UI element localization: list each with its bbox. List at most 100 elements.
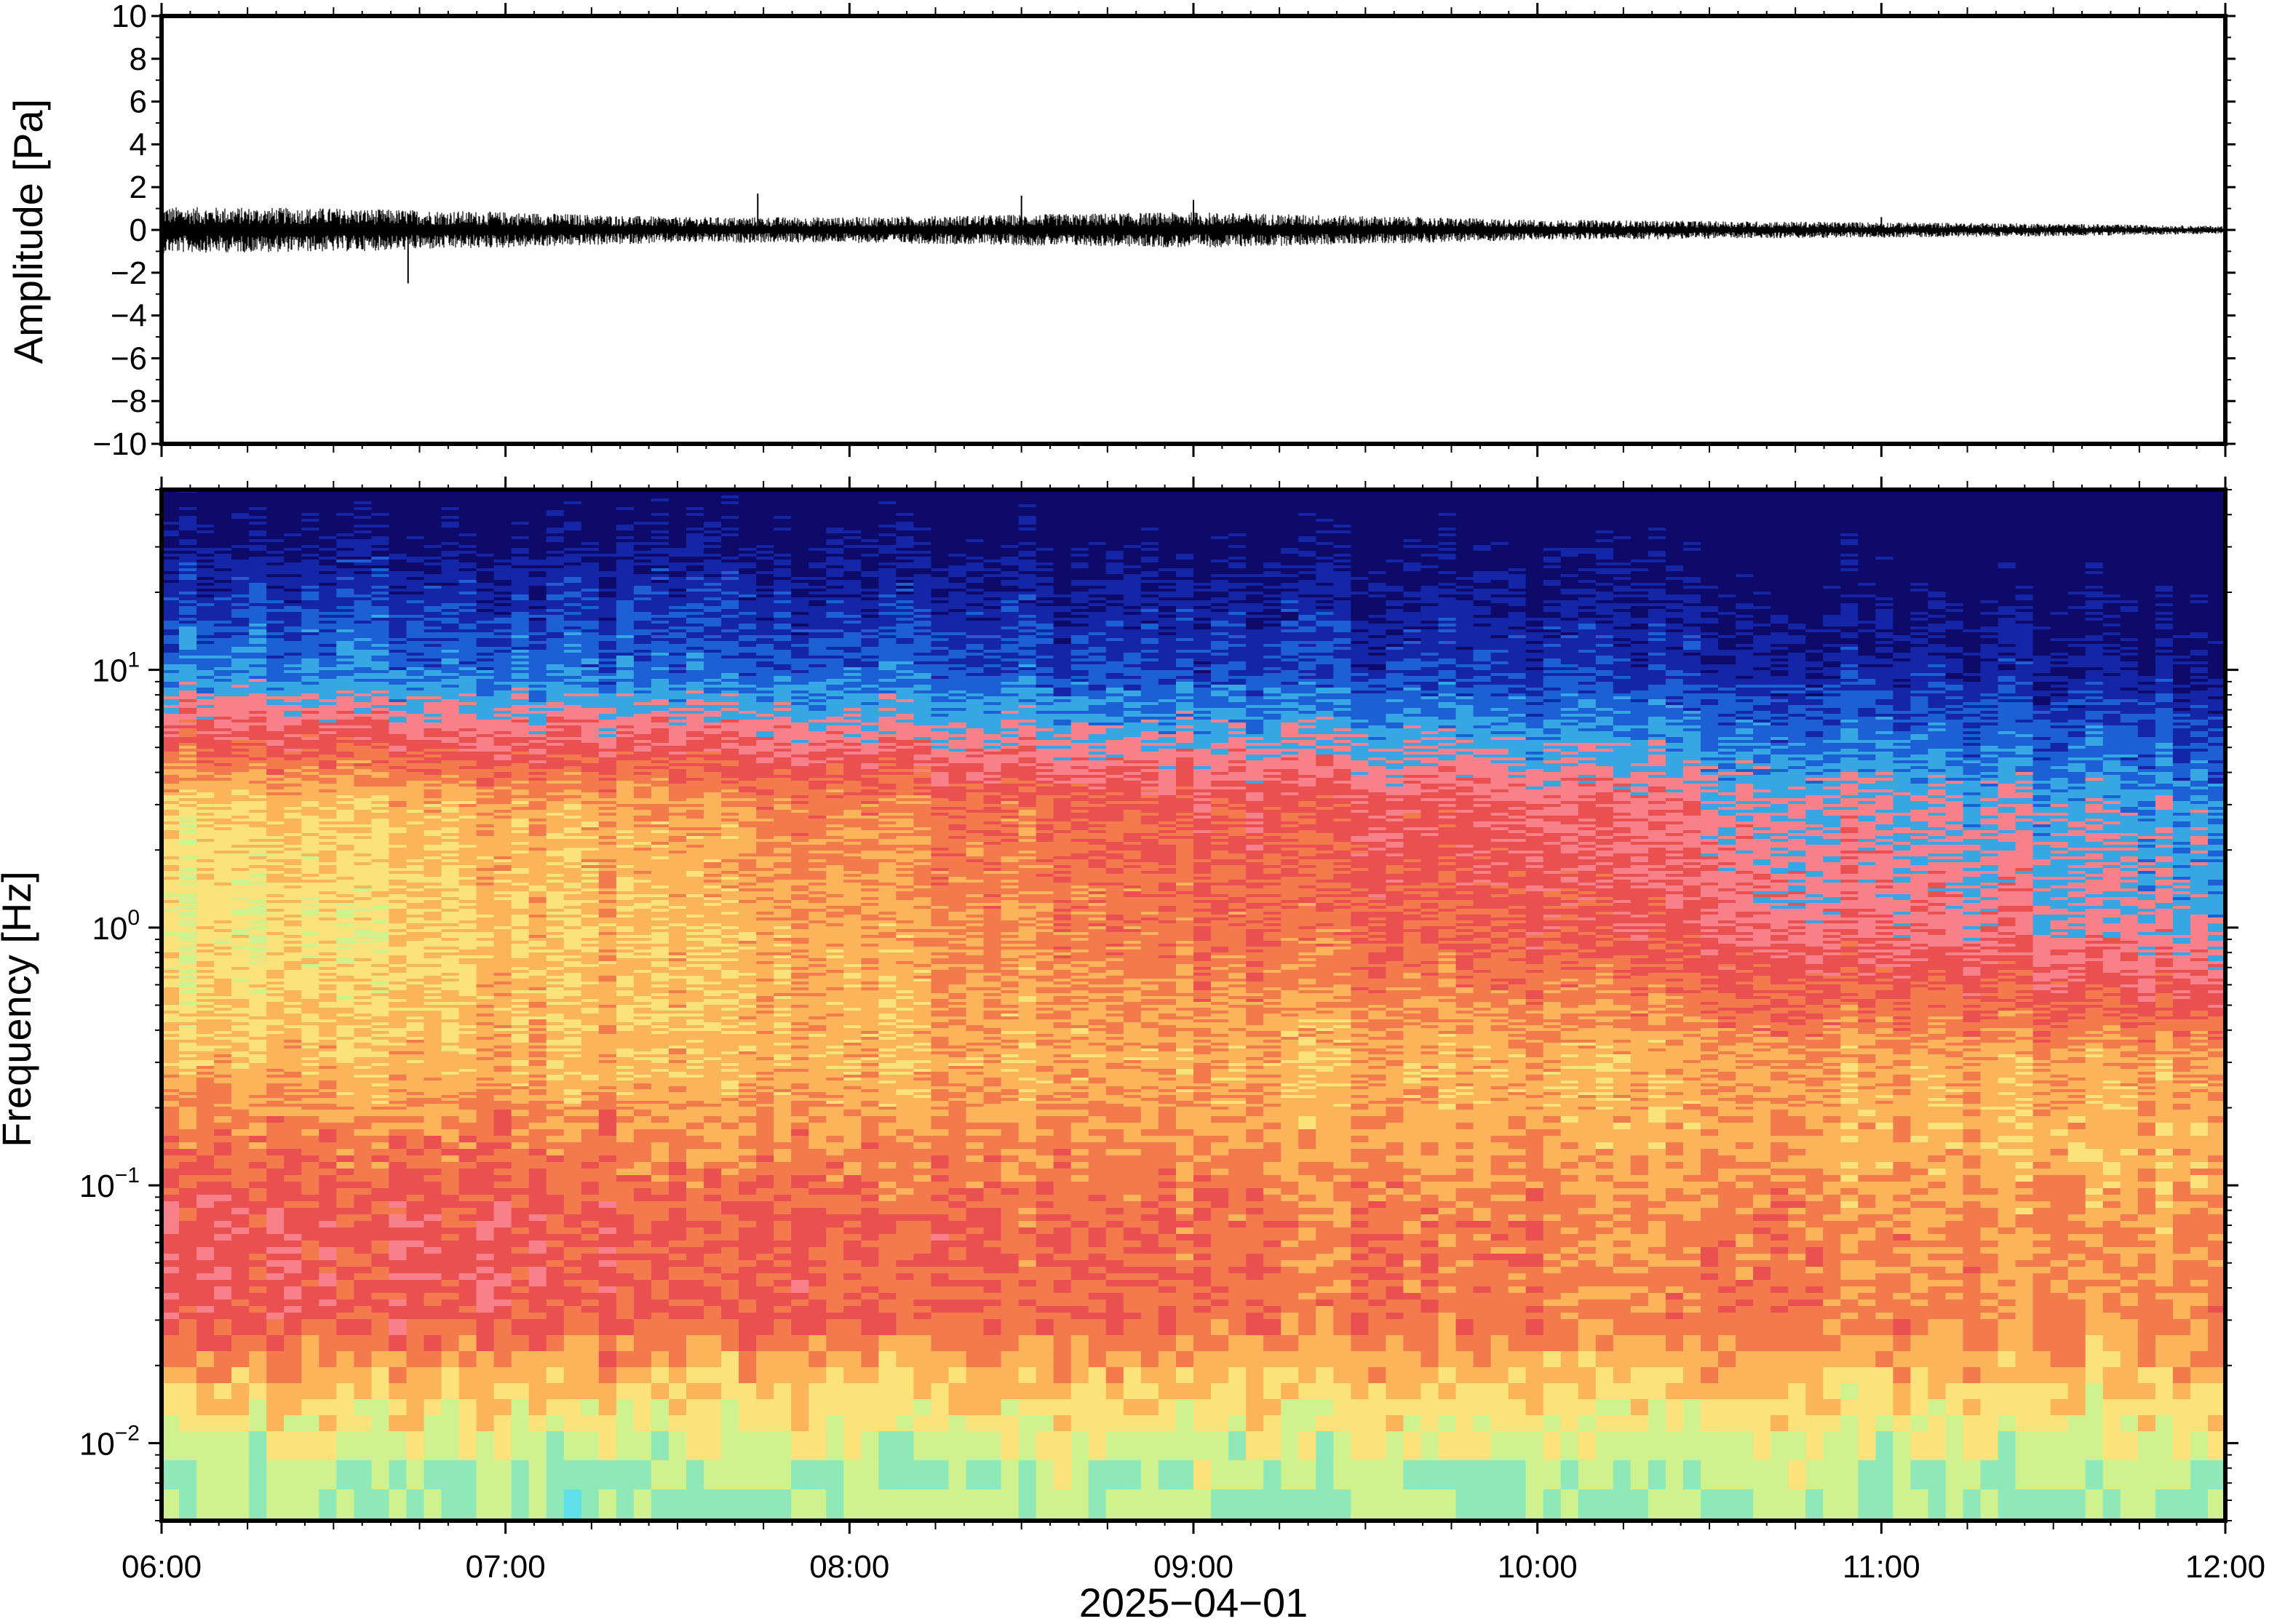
spectrogram-cell [424, 1415, 442, 1432]
spectrogram-cell [231, 1031, 250, 1035]
spectrogram-cell [389, 944, 407, 947]
spectrogram-cell [371, 638, 389, 642]
spectrogram-cell [231, 868, 250, 872]
spectrogram-cell [458, 1267, 477, 1274]
spectrogram-cell [231, 1025, 250, 1029]
spectrogram-cell [336, 577, 354, 581]
spectrogram-cell [231, 615, 250, 618]
spectrogram-cell [389, 955, 407, 959]
spectrogram-cell [301, 586, 319, 589]
spectrogram-cell [179, 615, 197, 618]
spectrogram-cell [371, 516, 389, 520]
spectrogram-cell [214, 830, 232, 834]
spectrogram-cell [406, 1254, 425, 1261]
spectrogram-cell [354, 827, 372, 831]
spectrogram-cell [231, 685, 250, 688]
spectrogram-cell [266, 987, 285, 991]
spectrogram-cell [336, 638, 354, 642]
spectrogram-cell [406, 912, 425, 915]
spectrogram-cell [354, 1031, 372, 1035]
spectrogram-cell [231, 891, 250, 895]
spectrogram-cell [301, 1162, 319, 1169]
spectrogram-cell [266, 501, 285, 505]
spectrogram-cell [196, 1273, 215, 1281]
spectrogram-cell [458, 1129, 477, 1137]
spectrogram-cell [476, 603, 495, 607]
spectrogram-cell [458, 976, 477, 979]
spectrogram-cell [284, 909, 302, 912]
spectrogram-cell [266, 1046, 285, 1049]
spectrogram-cell [424, 763, 442, 767]
spectrogram-cell [441, 824, 460, 828]
spectrogram-cell [424, 519, 442, 522]
spectrogram-cell [319, 1057, 337, 1061]
spectrogram-cell [354, 810, 372, 813]
spectrogram-cell [319, 964, 337, 968]
spectrogram-cell [162, 1116, 180, 1123]
spectrogram-cell [424, 1048, 442, 1052]
spectrogram-cell [319, 1022, 337, 1026]
spectrogram-cell [458, 1149, 477, 1156]
spectrogram-cell [301, 877, 319, 880]
spectrogram-cell [476, 958, 495, 962]
spectrogram-cell [371, 865, 389, 869]
spectrogram-cell [424, 1351, 442, 1368]
spectrogram-cell [179, 1221, 197, 1228]
spectrogram-cell [441, 1415, 460, 1432]
spectrogram-cell [389, 1155, 407, 1163]
spectrogram-cell [266, 1241, 285, 1248]
spectrogram-cell [371, 583, 389, 586]
spectrogram-cell [458, 1208, 477, 1215]
spectrogram-cell [371, 501, 389, 505]
spectrogram-cell [406, 1383, 425, 1400]
spectrogram-cell [231, 1267, 250, 1274]
spectrogram-cell [441, 862, 460, 866]
spectrogram-cell [371, 1116, 389, 1123]
spectrogram-cell [371, 923, 389, 927]
spectrogram-cell [266, 734, 285, 738]
spectrogram-cell [458, 958, 477, 962]
spectrogram-cell [458, 533, 477, 537]
spectrogram-cell [424, 577, 442, 581]
spectrogram-cell [319, 821, 337, 825]
spectrogram-cell [301, 743, 319, 747]
spectrogram-cell [231, 501, 250, 505]
spectrogram-cell [301, 1083, 319, 1087]
spectrogram-cell [389, 993, 407, 997]
spectrogram-cell [162, 944, 180, 947]
spectrogram-cell [214, 1247, 232, 1254]
spectrogram-cell [406, 1104, 425, 1107]
spectrogram-cell [476, 685, 495, 688]
spectrogram-cell [284, 1293, 302, 1300]
spectrogram-cell [196, 757, 215, 761]
spectrogram-cell [249, 554, 267, 557]
spectrogram-cell [371, 653, 389, 656]
spectrogram-cell [162, 653, 180, 656]
spectrogram-cell [336, 519, 354, 522]
spectrogram-cell [336, 1399, 354, 1416]
spectrogram-cell [406, 813, 425, 816]
spectrogram-cell [336, 970, 354, 974]
spectrogram-cell [196, 1072, 215, 1075]
spectrogram-cell [406, 609, 425, 613]
spectrogram-cell [179, 1011, 197, 1014]
spectrogram-cell [179, 1149, 197, 1156]
spectrogram-cell [196, 501, 215, 505]
spectrogram-cell [231, 1104, 250, 1107]
spectrogram-cell [406, 856, 425, 860]
spectrogram-cell [476, 769, 495, 773]
spectrogram-cell [319, 629, 337, 633]
spectrogram-cell [458, 787, 477, 790]
spectrogram-cell [389, 766, 407, 770]
spectrogram-cell [389, 1123, 407, 1130]
spectrogram-cell [371, 1319, 389, 1336]
spectrogram-cell [319, 1129, 337, 1137]
spectrogram-cell [266, 1011, 285, 1014]
spectrogram-cell [284, 731, 302, 735]
spectrogram-cell [354, 819, 372, 822]
spectrogram-cell [406, 560, 425, 563]
spectrogram-cell [458, 848, 477, 851]
spectrogram-cell [162, 571, 180, 575]
spectrogram-cell [214, 894, 232, 898]
spectrogram-cell [371, 1286, 389, 1294]
